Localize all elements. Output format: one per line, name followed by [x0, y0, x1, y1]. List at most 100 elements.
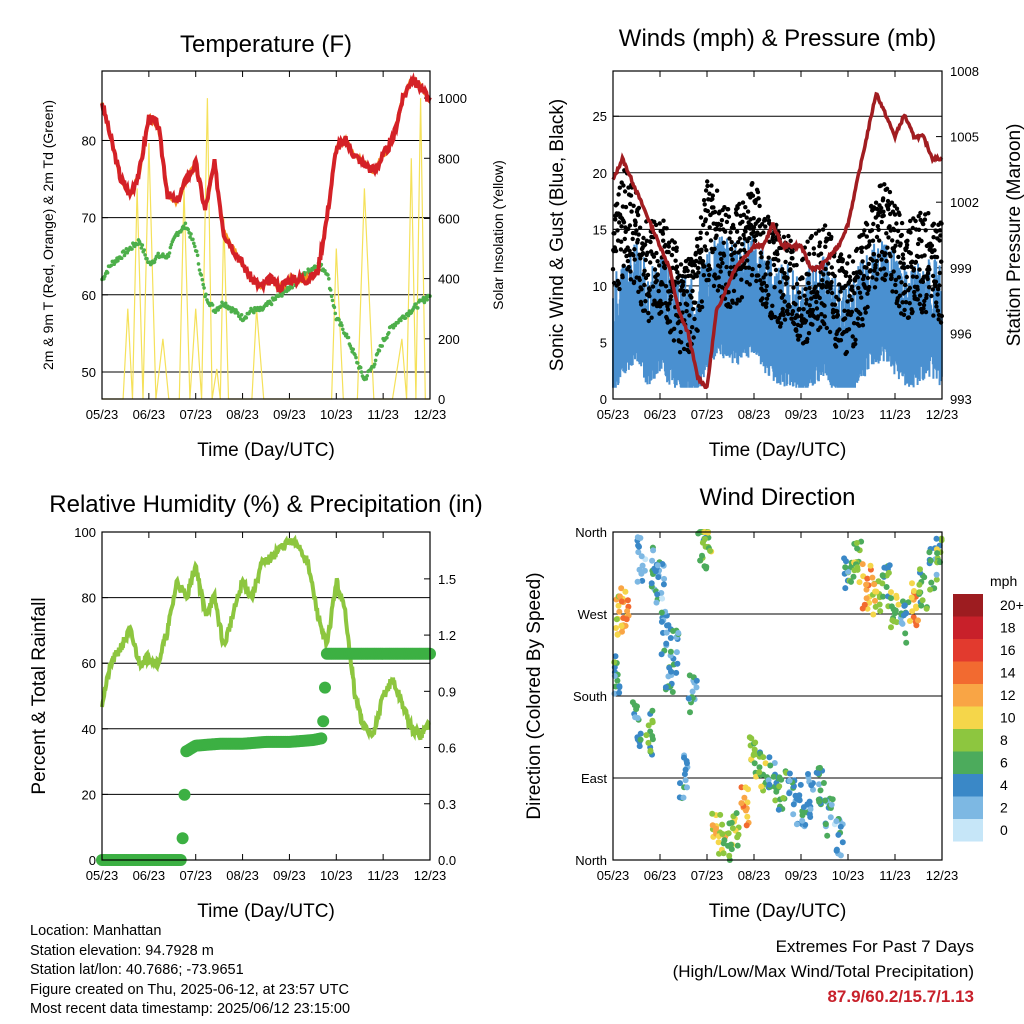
- wind-gust-point: [843, 283, 848, 289]
- wind-gust-point: [826, 271, 831, 276]
- humidity-xtick-label: 06/23: [133, 868, 166, 883]
- wind-direction-point: [741, 794, 748, 801]
- wind-direction-point: [790, 811, 797, 818]
- wind-direction-point: [893, 594, 900, 601]
- wind-gust-point: [750, 266, 755, 272]
- wind-gust-point: [790, 256, 795, 261]
- wind-direction-point: [616, 593, 623, 600]
- winds-y2tick-label: 1008: [950, 64, 979, 79]
- wind-gust-point: [865, 275, 871, 281]
- wind-direction-point: [837, 823, 844, 830]
- wind-gust-point: [900, 300, 905, 305]
- wind-gust-point: [711, 283, 717, 289]
- wind-gust-point: [828, 283, 833, 288]
- wind-gust-point: [751, 229, 756, 235]
- wind-gust-point: [794, 328, 799, 333]
- wind-gust-point: [849, 297, 854, 302]
- wind-gust-point: [856, 285, 861, 291]
- wind-gust-point: [849, 284, 855, 289]
- wind-gust-point: [872, 285, 878, 290]
- wind-gust-point: [635, 212, 641, 218]
- wind-gust-point: [930, 287, 935, 292]
- wind-gust-point: [765, 265, 770, 270]
- winds-ytick-label: 15: [593, 222, 607, 237]
- wind-gust-point: [851, 321, 857, 326]
- winds-y2tick-label: 1002: [950, 195, 979, 210]
- wind-gust-point: [636, 232, 641, 237]
- wind-direction-point: [909, 608, 916, 615]
- wind-gust-point: [698, 236, 703, 241]
- wind-direction-point: [933, 576, 940, 583]
- dewpoint-point: [344, 332, 349, 337]
- dewpoint-point: [416, 306, 420, 310]
- latest-timestamp: Most recent data timestamp: 2025/06/12 2…: [30, 1001, 351, 1018]
- wind-gust-point: [714, 233, 719, 238]
- wind-gust-point: [655, 259, 660, 264]
- wind-gust-point: [787, 261, 793, 266]
- wind-gust-point: [686, 349, 692, 355]
- wind-gust-point: [674, 245, 679, 250]
- wind-gust-point: [804, 297, 809, 302]
- wind-gust-point: [703, 217, 708, 222]
- wind-direction-point: [859, 561, 866, 568]
- wind-gust-point: [619, 224, 624, 229]
- wind-gust-point: [702, 264, 707, 269]
- wind-gust-point: [645, 272, 651, 278]
- wind-gust-point: [882, 182, 887, 187]
- wind-gust-point: [878, 267, 883, 272]
- wind-direction-point: [889, 617, 896, 624]
- wind-gust-point: [871, 221, 876, 227]
- dewpoint-point: [425, 298, 430, 302]
- wind-gust-point: [916, 227, 922, 232]
- wind-direction-point: [622, 588, 629, 595]
- wind-gust-point: [699, 299, 704, 304]
- precipitation-point: [176, 832, 189, 845]
- wind-gust-point: [675, 280, 681, 285]
- wind-gust-point: [761, 280, 767, 285]
- wind-gust-point: [842, 316, 848, 321]
- humidity-y2tick-label: 1.2: [438, 628, 456, 643]
- wind-gust-point: [757, 263, 762, 269]
- wind-direction-point: [908, 594, 915, 601]
- winds-y2tick-label: 993: [950, 392, 972, 407]
- wind-direction-point: [613, 616, 620, 623]
- temperature-ylabel: 2m & 9m T (Red, Orange) & 2m Td (Green): [40, 100, 56, 370]
- wind-direction-point: [786, 790, 793, 797]
- wind-gust-point: [756, 196, 761, 201]
- wind-gust-point: [630, 236, 635, 242]
- temperature-y2tick-label: 800: [438, 151, 460, 166]
- wind-gust-point: [894, 206, 900, 211]
- wind-direction-point: [735, 831, 742, 838]
- wind-gust-point: [669, 252, 675, 258]
- wind-gust-point: [642, 242, 648, 247]
- wind-direction-point: [927, 557, 934, 564]
- colorbar-swatch: [953, 661, 983, 684]
- wind-direction-point: [772, 797, 779, 804]
- direction-xtick-label: 07/23: [691, 868, 724, 883]
- wind-gust-point: [855, 246, 860, 252]
- wind-direction-point: [709, 822, 716, 829]
- wind-direction-point: [911, 588, 917, 594]
- wind-gust-point: [640, 251, 646, 256]
- wind-direction-point: [637, 730, 644, 737]
- wind-gust-point: [666, 240, 672, 245]
- wind-direction-point: [797, 781, 804, 788]
- temperature-y2tick-label: 400: [438, 272, 460, 287]
- wind-gust-point: [875, 224, 880, 229]
- wind-gust-point: [626, 264, 631, 270]
- wind-gust-point: [843, 273, 849, 278]
- wind-direction-point: [639, 577, 646, 584]
- wind-direction-point: [689, 688, 696, 695]
- wind-gust-point: [847, 274, 853, 279]
- wind-gust-point: [935, 292, 940, 297]
- wind-gust-point: [878, 183, 884, 188]
- wind-gust-point: [820, 282, 825, 288]
- wind-gust-point: [638, 256, 643, 261]
- humidity-xlabel: Time (Day/UTC): [197, 901, 335, 922]
- wind-gust-point: [705, 208, 710, 214]
- wind-gust-point: [814, 306, 820, 311]
- colorbar-swatch: [953, 684, 983, 707]
- wind-gust-point: [714, 188, 720, 193]
- wind-gust-point: [811, 251, 817, 256]
- wind-gust-point: [823, 244, 828, 249]
